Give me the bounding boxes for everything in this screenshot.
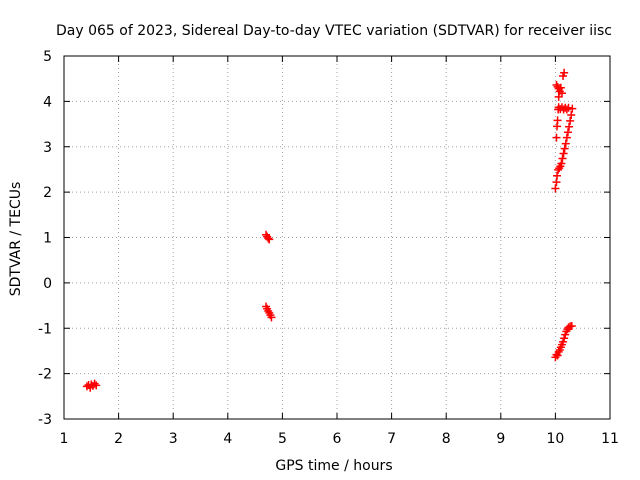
- x-tick-label: 5: [278, 431, 287, 447]
- data-point-marker: [560, 144, 569, 153]
- data-point-marker: [92, 381, 101, 390]
- data-point-marker: [553, 116, 562, 125]
- data-point-marker: [556, 83, 565, 92]
- data-point-marker: [265, 235, 274, 244]
- y-tick-label: 0: [43, 276, 52, 292]
- y-tick-label: -2: [38, 367, 52, 383]
- y-tick-label: 1: [43, 231, 52, 247]
- y-tick-label: 4: [43, 94, 52, 110]
- y-tick-label: -1: [38, 321, 52, 337]
- data-point-marker: [264, 307, 273, 316]
- data-point-marker: [565, 122, 574, 131]
- data-point-marker: [567, 321, 576, 330]
- data-point-marker: [554, 92, 563, 101]
- x-tick-labels: 1 2 3 4 5 6 7 8 9 10 11: [60, 431, 619, 447]
- data-point-marker: [560, 68, 569, 77]
- data-point-marker: [567, 110, 576, 119]
- data-point-marker: [552, 133, 561, 142]
- data-point-marker: [564, 103, 573, 112]
- data-point-marker: [554, 347, 563, 356]
- x-tick-label: 9: [496, 431, 505, 447]
- data-point-marker: [560, 334, 569, 343]
- data-point-marker: [551, 184, 560, 193]
- x-tick-label: 2: [114, 431, 123, 447]
- x-tick-label: 6: [333, 431, 342, 447]
- data-point-marker: [553, 171, 562, 180]
- data-point-marker: [568, 104, 577, 113]
- data-point-marker: [553, 351, 562, 360]
- data-point-marker: [90, 379, 99, 388]
- data-points-layer: [82, 68, 577, 392]
- x-tick-label: 1: [60, 431, 69, 447]
- data-point-marker: [557, 159, 566, 168]
- x-tick-label: 3: [169, 431, 178, 447]
- x-tick-label: 10: [546, 431, 564, 447]
- data-point-marker: [555, 164, 564, 173]
- data-point-marker: [267, 313, 276, 322]
- data-point-marker: [566, 116, 575, 125]
- data-point-marker: [558, 154, 567, 163]
- data-point-marker: [264, 234, 273, 243]
- data-point-marker: [561, 139, 570, 148]
- x-axis-label: GPS time / hours: [275, 458, 392, 474]
- y-axis-label: SDTVAR / TECUs: [8, 182, 24, 297]
- data-point-marker: [559, 337, 568, 346]
- y-tick-labels: -3 -2 -1 0 1 2 3 4 5: [38, 49, 52, 428]
- y-tick-label: 5: [43, 49, 52, 65]
- x-tick-label: 8: [442, 431, 451, 447]
- data-point-marker: [562, 105, 571, 114]
- x-tick-label: 11: [601, 431, 619, 447]
- data-point-marker: [563, 128, 572, 137]
- data-point-marker: [559, 149, 568, 158]
- x-tick-label: 7: [387, 431, 396, 447]
- chart-title: Day 065 of 2023, Sidereal Day-to-day VTE…: [56, 23, 612, 39]
- data-point-marker: [562, 133, 571, 142]
- grid-layer: [64, 56, 610, 419]
- y-tick-label: 3: [43, 140, 52, 156]
- y-tick-label: 2: [43, 185, 52, 201]
- plot-frame: [63, 55, 611, 420]
- x-tick-label: 4: [223, 431, 232, 447]
- y-tick-label: -3: [38, 412, 52, 428]
